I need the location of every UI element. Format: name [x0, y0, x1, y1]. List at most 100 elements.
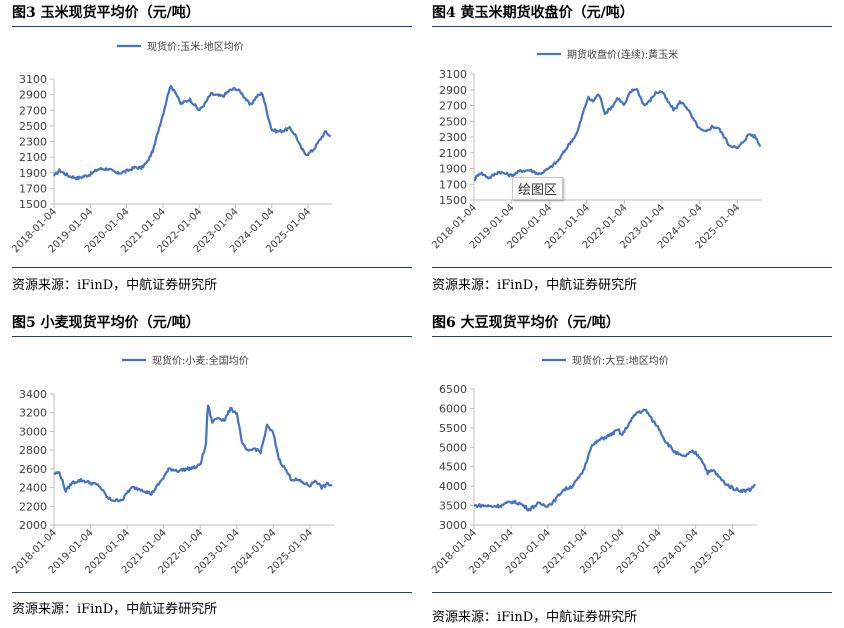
- data-point: [89, 173, 91, 175]
- wheat-spot-price-chart: 现货价:小麦:全国均价 2000 2200 2400 2600 2800 3000 3200 3…: [10, 354, 334, 576]
- data-point: [327, 483, 329, 485]
- data-point: [713, 469, 715, 471]
- data-point: [71, 482, 73, 484]
- y-tick-label: 4000: [439, 480, 467, 493]
- data-point: [667, 100, 669, 102]
- data-point: [679, 100, 681, 102]
- data-point: [584, 466, 586, 468]
- data-point: [89, 482, 91, 484]
- data-point: [77, 177, 79, 179]
- data-point: [742, 141, 744, 143]
- y-tick-label: 2300: [19, 136, 47, 149]
- data-point: [313, 148, 315, 150]
- data-point: [598, 92, 600, 94]
- data-point: [158, 125, 160, 127]
- data-point: [691, 451, 693, 453]
- data-point: [216, 94, 218, 96]
- data-point: [309, 485, 311, 487]
- data-point: [580, 473, 582, 475]
- data-point: [529, 169, 531, 171]
- data-point: [528, 508, 530, 510]
- data-point: [107, 168, 109, 170]
- y-tick-label: 1500: [19, 198, 47, 211]
- data-point: [654, 92, 656, 94]
- y-tick-label: 1900: [19, 167, 47, 180]
- title-rule: [432, 26, 832, 27]
- data-point: [651, 419, 653, 421]
- corn-spot-price-chart: 现货价:玉米:地区均价 1500 1700 1900 2100 2300 2500 2700 2…: [10, 40, 332, 255]
- y-tick-label: 2100: [439, 147, 467, 160]
- y-tick-label: 2900: [439, 84, 467, 97]
- data-point: [223, 419, 225, 421]
- data-point: [488, 177, 490, 179]
- data-point: [500, 504, 502, 506]
- data-point: [719, 477, 721, 479]
- series-line: [53, 84, 332, 181]
- data-point: [126, 491, 128, 493]
- y-tick-label: 3500: [439, 500, 467, 513]
- data-point: [314, 479, 316, 481]
- y-tick-label: 2700: [19, 104, 47, 117]
- data-point: [236, 412, 238, 414]
- data-point: [733, 145, 735, 147]
- data-point: [325, 130, 327, 132]
- data-point: [759, 145, 761, 147]
- data-point: [686, 106, 688, 108]
- data-point: [682, 456, 684, 458]
- data-point: [629, 91, 631, 93]
- y-tick-label: 2700: [439, 100, 467, 113]
- data-point: [571, 485, 573, 487]
- data-point: [229, 408, 231, 410]
- data-point: [519, 170, 521, 172]
- data-point: [307, 153, 309, 155]
- data-point: [491, 505, 493, 507]
- y-tick-label: 6500: [439, 383, 467, 396]
- y-tick-label: 2500: [19, 120, 47, 133]
- data-point: [53, 472, 55, 474]
- y-tick-label: 1500: [439, 194, 467, 207]
- data-point: [621, 434, 623, 436]
- y-tick-label: 6000: [439, 402, 467, 415]
- data-point: [706, 471, 708, 473]
- data-point: [146, 161, 148, 163]
- data-point: [587, 96, 589, 98]
- data-point: [150, 493, 152, 495]
- data-point: [723, 136, 725, 138]
- data-point: [261, 92, 263, 94]
- data-point: [547, 504, 549, 506]
- source-note: 资源来源：iFinD，中航证券研究所: [432, 278, 638, 293]
- data-point: [473, 504, 475, 506]
- data-point: [319, 139, 321, 141]
- data-point: [636, 411, 638, 413]
- data-point: [557, 159, 559, 161]
- data-point: [116, 172, 118, 174]
- data-point: [304, 152, 306, 154]
- y-tick-label: 2100: [19, 151, 47, 164]
- data-point: [163, 109, 165, 111]
- data-point: [159, 481, 161, 483]
- data-point: [589, 446, 591, 448]
- y-tick-label: 5500: [439, 422, 467, 435]
- data-point: [98, 168, 100, 170]
- data-point: [249, 104, 251, 106]
- title-rule: [12, 26, 412, 27]
- data-point: [645, 409, 647, 411]
- data-point: [271, 129, 273, 131]
- legend-label: 现货价:玉米:地区均价: [147, 40, 244, 53]
- data-point: [591, 100, 593, 102]
- data-point: [623, 104, 625, 106]
- data-point: [253, 447, 255, 449]
- data-point: [204, 103, 206, 105]
- data-point: [169, 86, 171, 88]
- y-tick-label: 3100: [439, 68, 467, 81]
- data-point: [228, 90, 230, 92]
- data-point: [187, 468, 189, 470]
- data-point: [736, 148, 738, 150]
- data-point: [552, 500, 554, 502]
- data-point: [582, 111, 584, 113]
- y-tick-label: 4500: [439, 461, 467, 474]
- y-tick-label: 5000: [439, 441, 467, 454]
- legend-label: 现货价:大豆:地区均价: [572, 354, 669, 367]
- data-point: [244, 97, 246, 99]
- data-point: [732, 487, 734, 489]
